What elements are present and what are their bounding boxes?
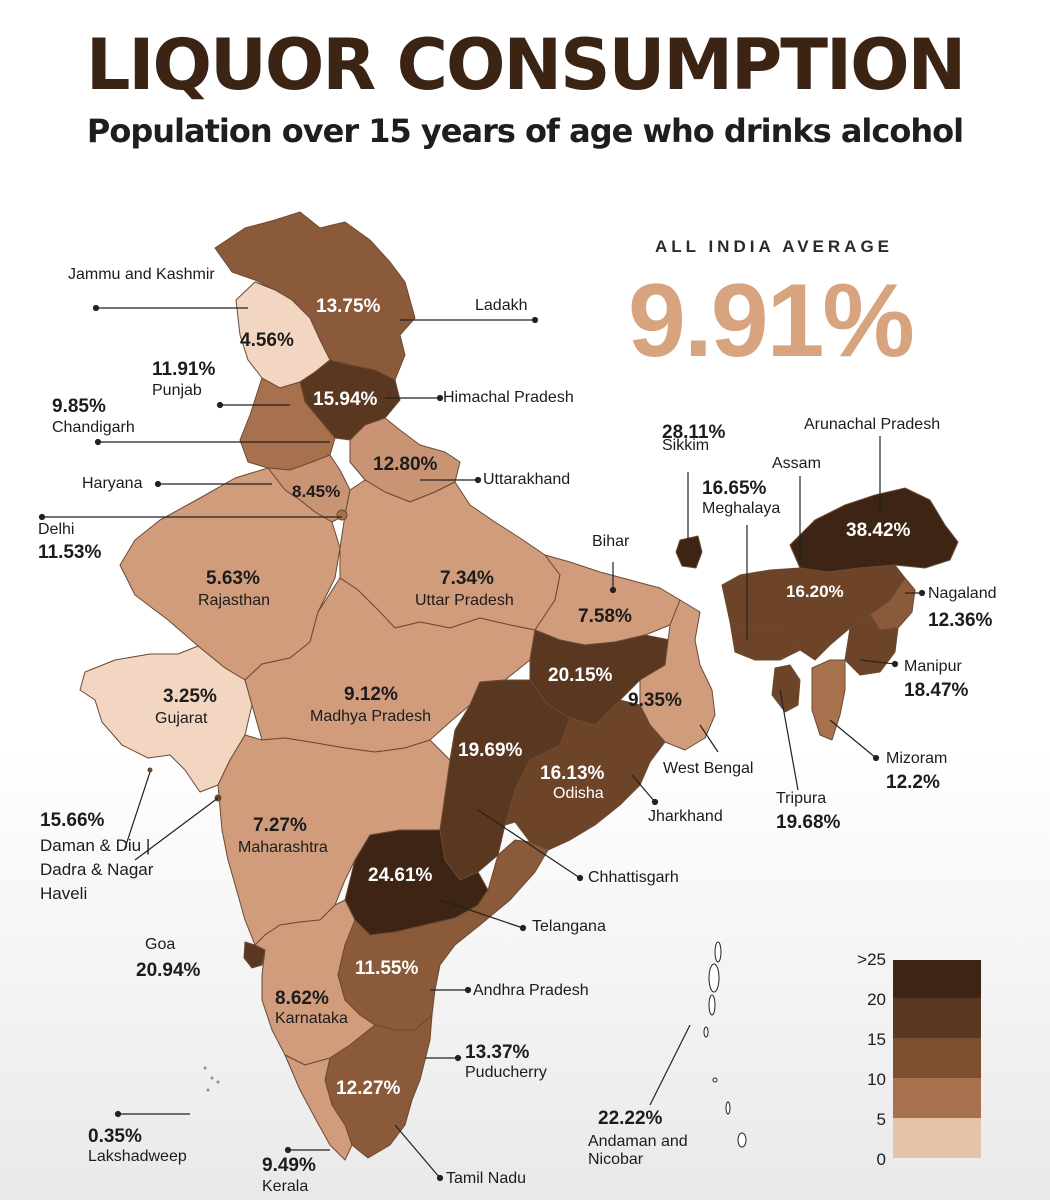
label-jharkhand-name: Jharkhand — [648, 808, 723, 825]
average-value: 9.91% — [628, 263, 915, 379]
label-punjab-name: Punjab — [152, 382, 202, 399]
label-lakshadweep-value: 0.35% — [88, 1126, 142, 1147]
label-himachal-value: 15.94% — [313, 389, 378, 410]
page-title: LIQUOR CONSUMPTION — [85, 24, 966, 106]
label-lakshadweep-name: Lakshadweep — [88, 1148, 187, 1165]
label-gujarat-value: 3.25% — [163, 686, 217, 707]
label-tn-name: Tamil Nadu — [446, 1170, 527, 1187]
label-uttarakhand-value: 12.80% — [373, 454, 438, 475]
label-jharkhand-value: 20.15% — [548, 665, 613, 686]
label-rajasthan-value: 5.63% — [206, 568, 260, 589]
andaman-islands — [703, 941, 747, 1148]
label-mizoram-name: Mizoram — [886, 750, 948, 767]
legend-tick: 20 — [867, 990, 886, 1009]
legend-tick: 10 — [867, 1070, 886, 1089]
label-manipur-value: 18.47% — [904, 680, 969, 701]
label-tripura-value: 19.68% — [776, 812, 841, 833]
label-sikkim-value: 28.11% — [662, 422, 726, 443]
label-jammu-kashmir-name: Jammu and Kashmir — [68, 266, 215, 283]
label-mizoram-value: 12.2% — [886, 772, 940, 793]
label-puducherry-value: 13.37% — [465, 1042, 530, 1063]
label-maharashtra-name: Maharashtra — [238, 839, 328, 856]
label-bihar-value: 7.58% — [578, 606, 632, 627]
region-delhi — [336, 509, 348, 521]
label-telangana-name: Telangana — [532, 918, 606, 935]
region-sikkim — [675, 535, 703, 569]
label-nagaland-name: Nagaland — [928, 585, 997, 602]
label-ap-name: Andhra Pradesh — [473, 982, 589, 999]
label-karnataka-name: Karnataka — [275, 1010, 348, 1027]
label-up-value: 7.34% — [440, 568, 494, 589]
page-subtitle: Population over 15 years of age who drin… — [86, 112, 964, 150]
average-label: ALL INDIA AVERAGE — [655, 237, 894, 256]
label-ladakh-value: 13.75% — [316, 296, 381, 317]
label-mp-name: Madhya Pradesh — [310, 708, 431, 725]
region-mizoram — [811, 659, 846, 741]
region-diu — [147, 767, 153, 773]
label-wb-value: 9.35% — [628, 690, 682, 711]
label-goa-value: 20.94% — [136, 960, 201, 981]
label-arunachal-name: Arunachal Pradesh — [804, 416, 941, 433]
label-chhattisgarh-value: 19.69% — [458, 740, 523, 761]
label-daman-value: 15.66% — [40, 810, 105, 831]
label-meghalaya-value: 16.65% — [702, 478, 767, 499]
label-haryana-value: 8.45% — [292, 482, 341, 501]
label-meghalaya-name: Meghalaya — [702, 500, 781, 517]
label-tn-value: 12.27% — [336, 1078, 401, 1099]
label-up-name: Uttar Pradesh — [415, 592, 514, 609]
label-delhi-name: Delhi — [38, 521, 75, 538]
label-ladakh-name: Ladakh — [475, 297, 528, 314]
label-kerala-name: Kerala — [262, 1178, 309, 1195]
label-uttarakhand-name: Uttarakhand — [483, 471, 571, 488]
label-wb-name: West Bengal — [663, 760, 754, 777]
region-odisha — [504, 699, 666, 851]
label-andaman-value: 22.22% — [598, 1108, 663, 1129]
label-haryana-name: Haryana — [82, 475, 143, 492]
label-puducherry-name: Puducherry — [465, 1064, 547, 1081]
label-andaman-name: Andaman and Nicobar — [588, 1133, 688, 1169]
label-kerala-value: 9.49% — [262, 1155, 316, 1176]
label-mp-value: 9.12% — [344, 684, 398, 705]
label-goa-name: Goa — [145, 936, 176, 953]
legend-tick: 0 — [876, 1150, 886, 1169]
label-tripura-name: Tripura — [776, 790, 827, 807]
region-kerala — [284, 1054, 353, 1161]
label-punjab-value: 11.91% — [152, 359, 216, 380]
leader-lines — [38, 304, 926, 1182]
region-bihar — [534, 554, 681, 646]
legend-tick: 15 — [867, 1030, 886, 1049]
label-bihar-name: Bihar — [592, 533, 630, 550]
label-ap-value: 11.55% — [355, 958, 419, 979]
label-sikkim-name: Sikkim — [662, 437, 710, 454]
legend-tick: >25 — [857, 950, 886, 969]
label-gujarat-name: Gujarat — [155, 710, 208, 727]
label-manipur-name: Manipur — [904, 658, 962, 675]
region-manipur — [844, 614, 899, 676]
label-rajasthan-name: Rajasthan — [198, 592, 271, 609]
label-daman-name: Daman & Diu | Dadra & Nagar Haveli — [40, 836, 154, 903]
label-odisha-value: 16.13% — [540, 763, 605, 784]
legend-tick: 5 — [876, 1110, 886, 1129]
label-arunachal-value: 38.42% — [846, 520, 911, 541]
label-odisha-name: Odisha — [553, 785, 604, 802]
label-chandigarh-name: Chandigarh — [52, 419, 135, 436]
legend-scale — [893, 960, 981, 1158]
label-himachal-name: Himachal Pradesh — [443, 389, 574, 406]
label-telangana-value: 24.61% — [368, 865, 433, 886]
lakshadweep-islands — [203, 1066, 220, 1092]
label-delhi-value: 11.53% — [38, 542, 102, 563]
label-maharashtra-value: 7.27% — [253, 815, 307, 836]
label-chandigarh-value: 9.85% — [52, 396, 106, 417]
label-karnataka-value: 8.62% — [275, 988, 329, 1009]
label-assam-value: 16.20% — [786, 582, 844, 601]
label-nagaland-value: 12.36% — [928, 610, 993, 631]
label-jammu-kashmir-value: 4.56% — [240, 330, 294, 351]
label-assam-name: Assam — [772, 455, 821, 472]
region-tripura — [771, 664, 801, 713]
label-chhattisgarh-name: Chhattisgarh — [588, 869, 679, 886]
